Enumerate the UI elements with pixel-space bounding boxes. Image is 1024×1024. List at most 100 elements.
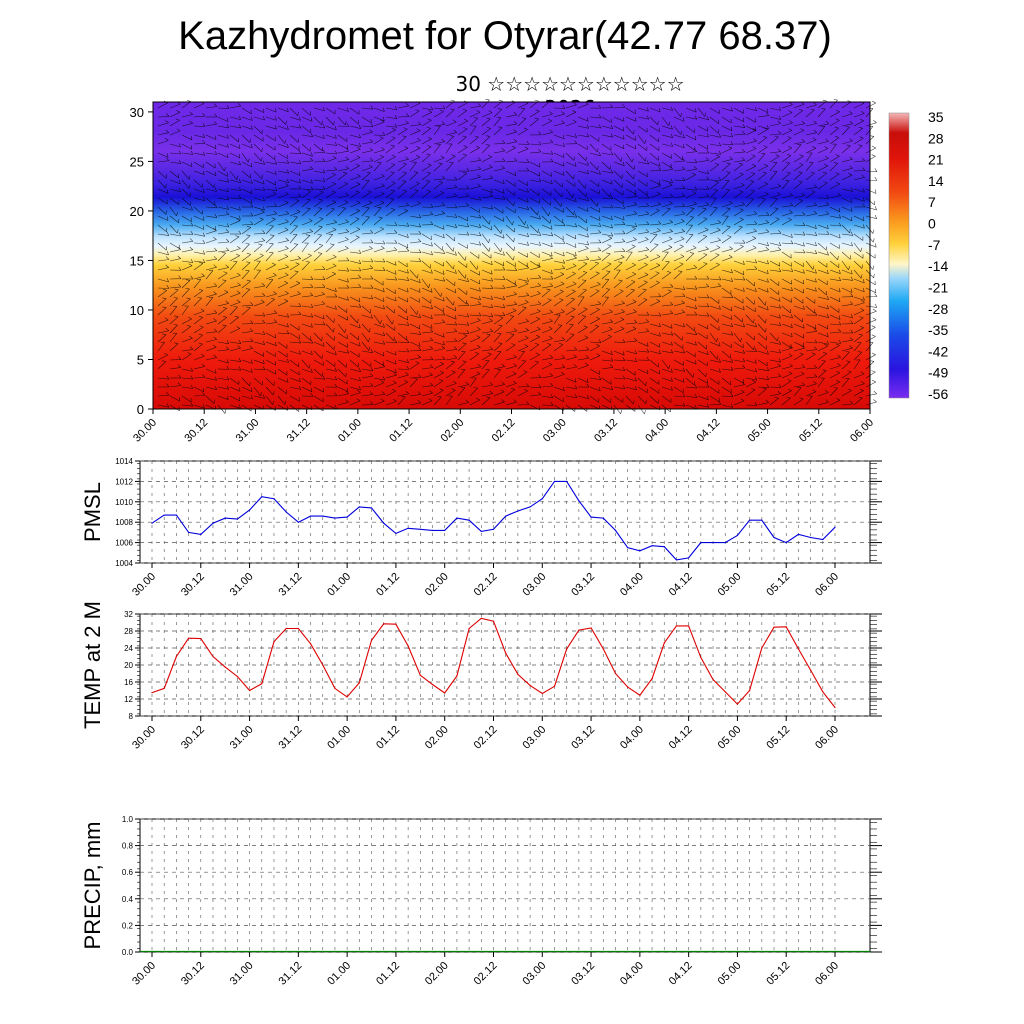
wind-barb: [193, 317, 203, 325]
wind-barb-flag: [525, 327, 529, 331]
wind-barb: [577, 103, 589, 109]
wind-barb: [781, 172, 791, 181]
wind-barb: [709, 377, 720, 385]
wind-barb-flag: [572, 281, 577, 285]
wind-barb: [181, 224, 194, 227]
wind-barb: [685, 323, 695, 332]
wind-barb: [781, 287, 793, 292]
wind-barb-flag: [766, 367, 770, 371]
wind-barb-flag: [549, 354, 554, 359]
wind-barb: [685, 287, 697, 290]
wind-barb: [505, 304, 517, 307]
wind-barb-flag: [322, 266, 326, 270]
wind-barb: [781, 365, 793, 370]
wind-barb: [697, 125, 708, 132]
wind-barb-flag: [260, 299, 265, 303]
wind-barb: [733, 359, 745, 363]
wind-barb-flag: [318, 225, 323, 228]
wind-barb: [517, 108, 526, 118]
wind-barb-flag: [752, 146, 757, 149]
wind-barb-flag: [226, 385, 230, 390]
wind-barb-flag: [764, 163, 768, 167]
data-point: [834, 526, 836, 528]
wind-barb: [385, 368, 397, 373]
wind-barb: [745, 247, 757, 253]
wind-barb: [301, 160, 313, 163]
wind-barb-flag: [345, 219, 349, 223]
wind-barb: [661, 377, 673, 382]
wind-barb-flag: [478, 232, 482, 236]
wind-barb-flag: [166, 216, 169, 221]
wind-barb: [745, 359, 757, 364]
wind-barb: [169, 306, 178, 316]
wind-barb-flag: [514, 171, 517, 176]
wind-barb-flag: [594, 261, 599, 264]
wind-barb: [445, 195, 457, 199]
wind-barb-flag: [646, 203, 650, 207]
wind-barb-flag: [405, 120, 409, 124]
wind-barb: [445, 143, 453, 154]
wind-barb-flag: [526, 167, 530, 172]
wind-barb: [817, 108, 826, 118]
wind-barb: [433, 242, 443, 251]
wind-barb-flag: [670, 193, 674, 198]
wind-barb: [613, 386, 625, 390]
wind-barb-flag: [706, 144, 709, 150]
wind-barb: [805, 278, 817, 283]
wind-barb-flag: [849, 345, 853, 349]
wind-barb: [661, 169, 673, 172]
wind-barb: [457, 233, 469, 236]
wind-barb-flag: [622, 216, 625, 221]
wind-barb-flag: [214, 204, 218, 208]
wind-barb: [589, 197, 598, 207]
wind-barb-flag: [837, 255, 839, 260]
wind-barb: [445, 269, 457, 274]
wind-barb: [565, 291, 576, 298]
wind-barb-flag: [403, 208, 408, 212]
x-tick-label: 31.00: [228, 571, 256, 599]
wind-barb: [733, 341, 744, 349]
wind-barb-flag: [814, 324, 817, 329]
wind-barb-flag: [826, 332, 829, 337]
wind-barb-flag: [262, 180, 265, 185]
wind-barb-flag: [310, 313, 314, 318]
data-point: [785, 542, 787, 544]
wind-barb: [637, 116, 649, 120]
wind-barb: [313, 134, 325, 139]
wind-barb: [457, 215, 469, 222]
wind-barb: [829, 260, 839, 268]
wind-barb-flag: [357, 389, 361, 393]
wind-barb-flag: [550, 382, 554, 387]
wind-barb: [565, 324, 574, 334]
wind-barb: [193, 224, 205, 230]
wind-barb: [493, 233, 505, 239]
wind-barb-flag: [778, 297, 781, 302]
wind-barb: [325, 368, 337, 372]
wind-barb: [253, 240, 265, 244]
wind-barb-flag: [706, 133, 710, 138]
wind-barb: [625, 395, 634, 405]
wind-barb-flag: [310, 303, 314, 308]
wind-barb-flag: [571, 289, 576, 292]
wind-barb: [757, 125, 769, 130]
wind-barb: [817, 341, 829, 345]
wind-barb: [601, 197, 614, 199]
wind-barb-flag: [465, 381, 470, 385]
wind-barb-flag: [549, 335, 553, 339]
wind-barb-flag: [382, 267, 386, 271]
wind-barb: [565, 179, 576, 187]
wind-barb-flag: [727, 235, 732, 238]
wind-barb: [589, 258, 601, 262]
wind-barb: [601, 336, 612, 343]
wind-barb: [697, 368, 707, 377]
wind-barb: [553, 224, 566, 226]
wind-barb: [217, 377, 229, 381]
wind-barb-flag: [669, 219, 673, 223]
wind-barb: [613, 395, 624, 403]
wind-barb: [481, 144, 491, 154]
wind-barb: [481, 177, 493, 181]
wind-barb-flag: [586, 117, 589, 122]
wind-barb: [613, 256, 625, 262]
wind-barb: [217, 395, 229, 400]
wind-barb-flag: [814, 311, 818, 316]
